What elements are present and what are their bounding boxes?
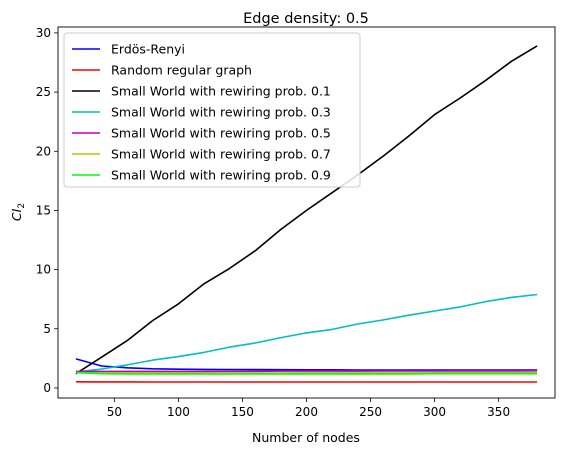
legend-entry-label: Small World with rewiring prob. 0.3: [111, 105, 331, 120]
legend-entry-label: Small World with rewiring prob. 0.9: [111, 168, 331, 183]
y-axis-label-main: CI: [9, 208, 24, 221]
legend-entry-label: Small World with rewiring prob. 0.1: [111, 84, 331, 99]
x-axis-label: Number of nodes: [252, 430, 360, 445]
y-tick-label: 25: [36, 85, 51, 99]
legend-entry-label: Random regular graph: [111, 63, 252, 78]
y-tick-label: 5: [43, 322, 51, 336]
series-line-4: [75, 293, 538, 373]
x-tick-label: 350: [487, 405, 510, 419]
x-tick-label: 300: [423, 405, 446, 419]
x-tick-label: 100: [167, 405, 190, 419]
legend-entry-label: Small World with rewiring prob. 0.7: [111, 147, 331, 162]
x-tick-label: 50: [107, 405, 122, 419]
x-tick-label: 250: [359, 405, 382, 419]
legend-box: [63, 32, 361, 188]
y-tick-label: 15: [36, 203, 51, 217]
chart-title: Edge density: 0.5: [243, 11, 369, 27]
series-line-7: [75, 371, 538, 375]
y-tick-label: 10: [36, 263, 51, 277]
y-tick-label: 20: [36, 144, 51, 158]
legend-entry-label: Small World with rewiring prob. 0.5: [111, 126, 331, 141]
plot-frame: [57, 26, 556, 399]
x-tick-label: 200: [295, 405, 318, 419]
x-tick-label: 150: [231, 405, 254, 419]
series-line-5: [75, 369, 538, 373]
y-tick-label: 0: [43, 381, 51, 395]
y-axis-label: CI2: [9, 203, 27, 221]
y-tick-label: 30: [36, 26, 51, 40]
series-line-6: [75, 371, 538, 374]
legend-entry-label: Erdös-Renyi: [111, 42, 185, 57]
series-line-3: [75, 45, 538, 375]
y-axis-label-subscript: 2: [17, 203, 27, 209]
